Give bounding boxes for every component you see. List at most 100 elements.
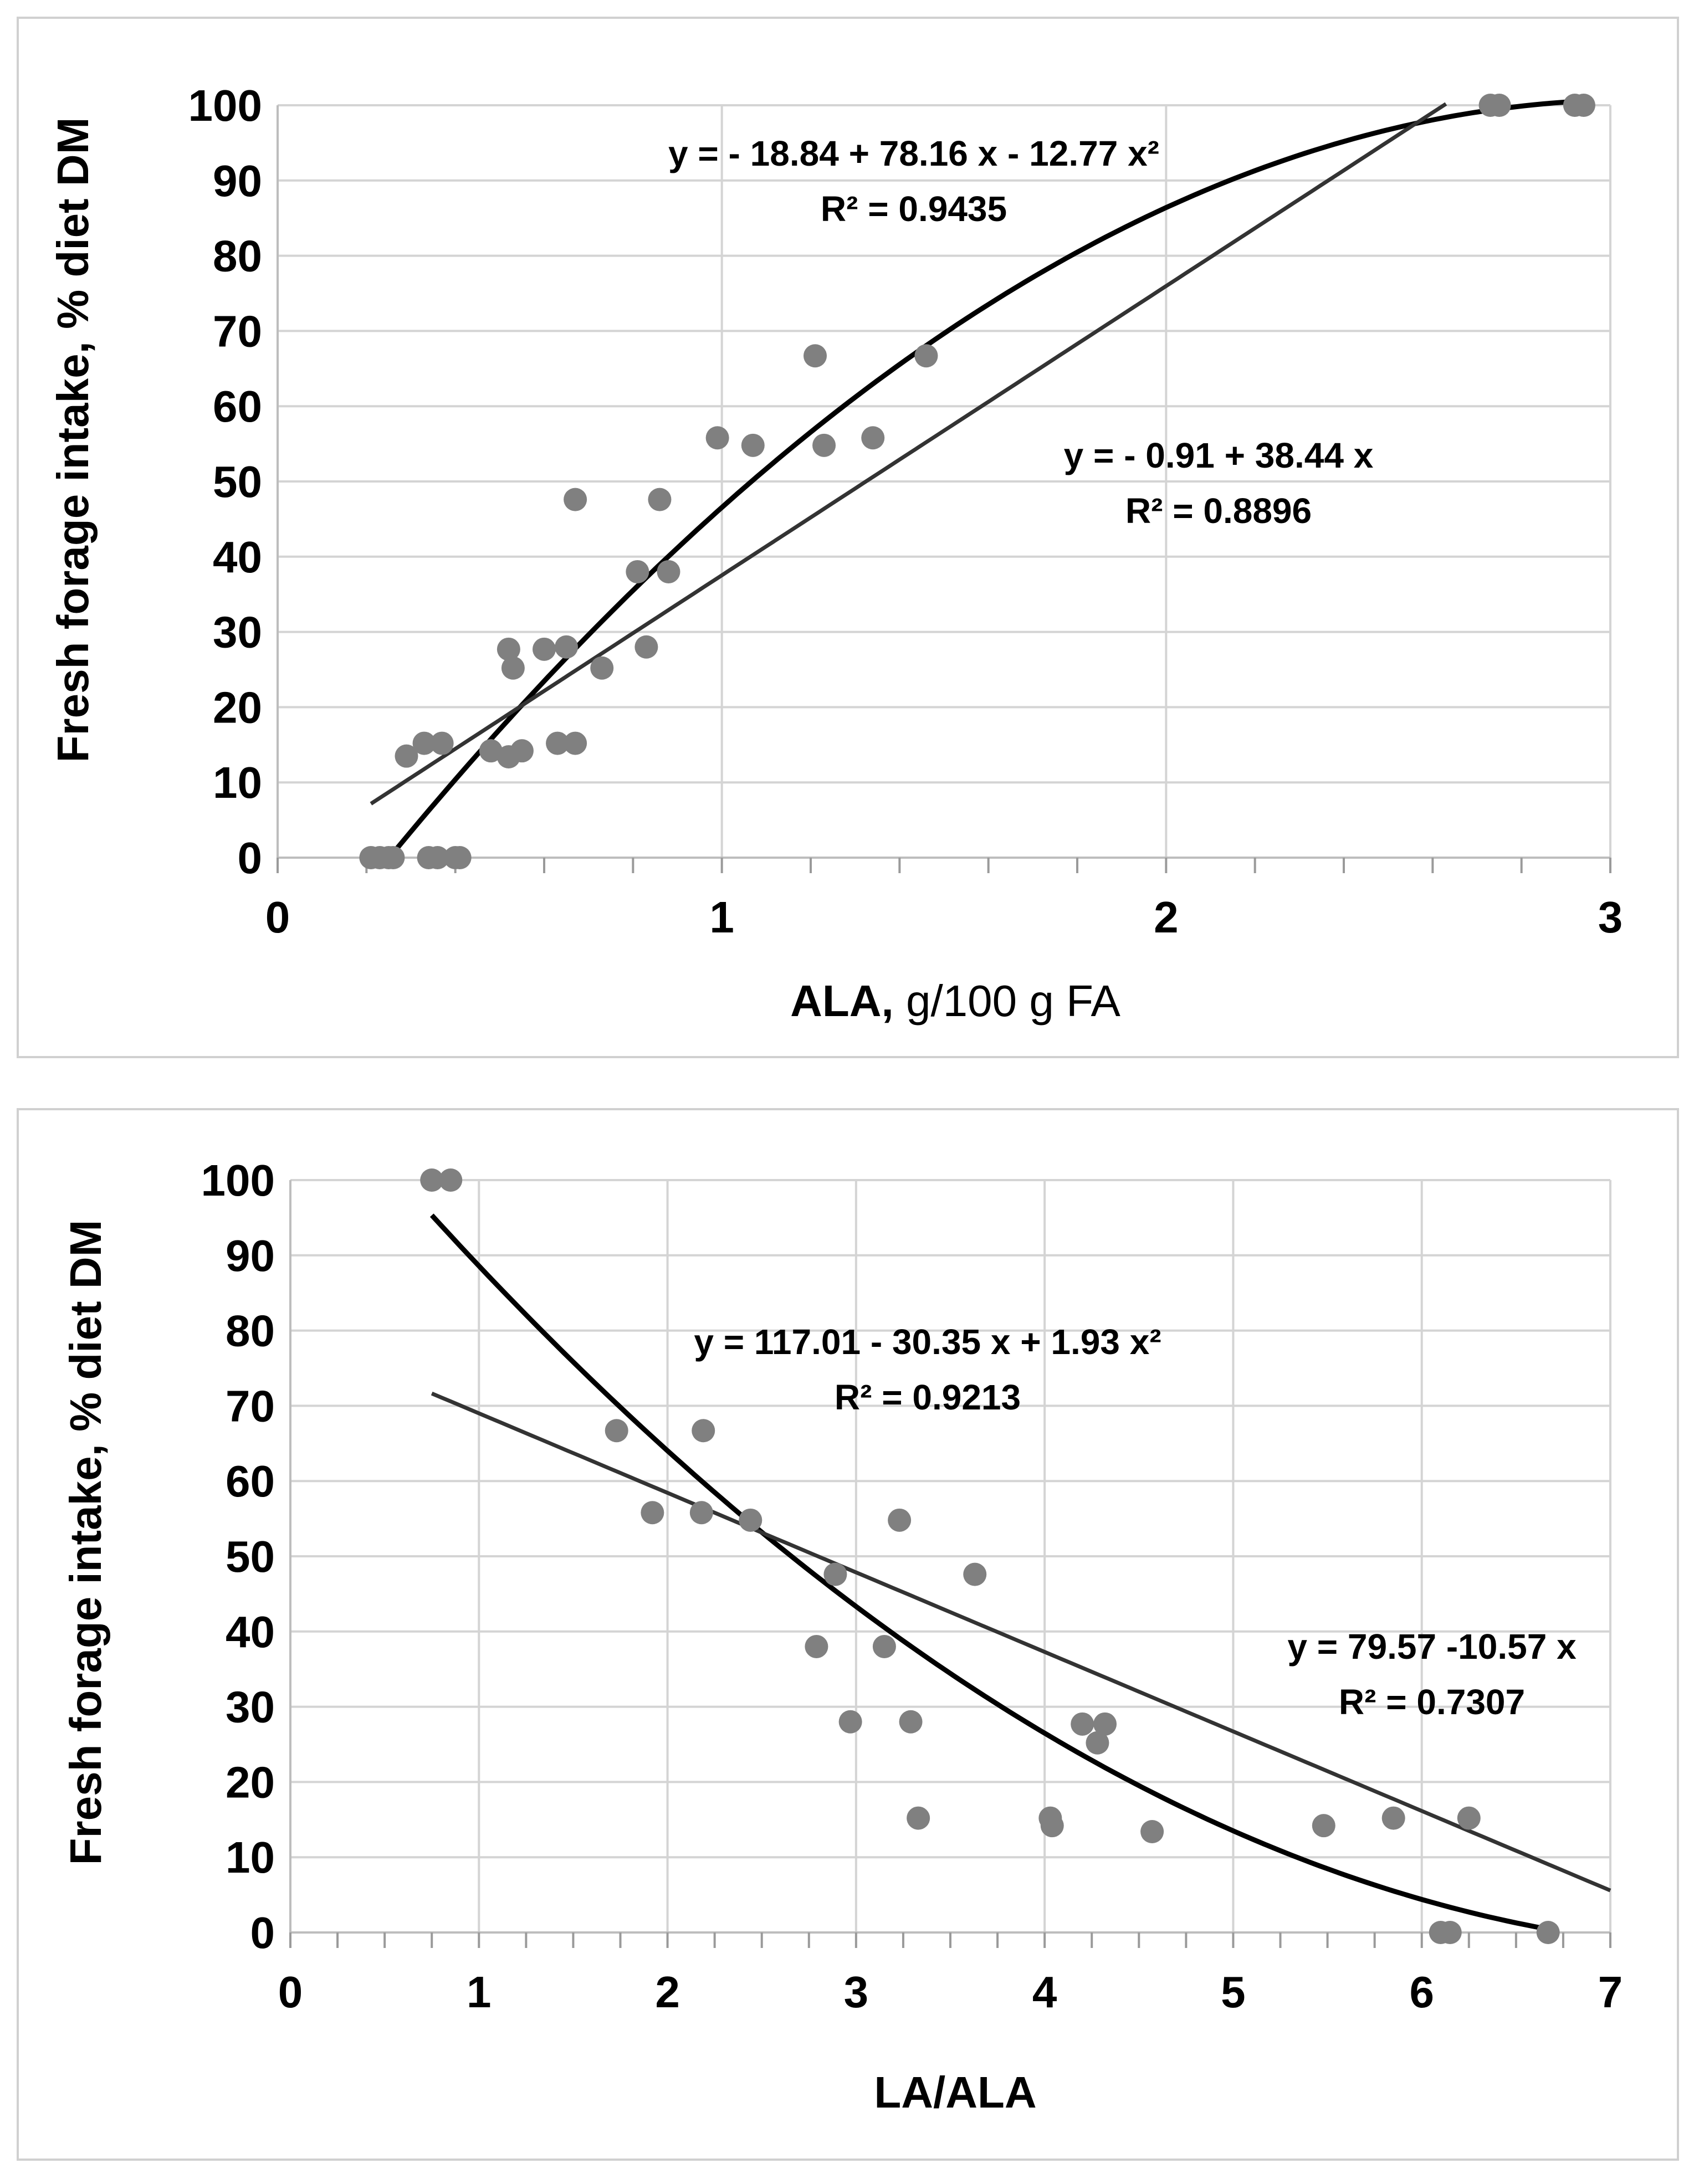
- data-point: [888, 1508, 912, 1532]
- data-point: [605, 1419, 628, 1443]
- data-point: [648, 488, 672, 511]
- data-point: [823, 1562, 847, 1586]
- chart-ala-scatter: 0 10 20 30 40 50 60 70 80 90 100 0 1 2 3 y = - 18.84 +…: [48, 81, 1623, 1026]
- y-tick-label: 100: [188, 81, 262, 130]
- data-point: [1312, 1814, 1335, 1838]
- y-axis-title: Fresh forage intake, % diet DM: [61, 1220, 110, 1865]
- data-point: [497, 637, 520, 661]
- data-point: [510, 739, 534, 763]
- x-axis-title: ALA, g/100 g FA: [790, 976, 1120, 1026]
- grid-lines: [289, 1179, 1611, 1934]
- data-point: [1093, 1712, 1117, 1736]
- x-axis-title-rest: g/100 g FA: [894, 976, 1121, 1026]
- y-tick-label: 90: [213, 156, 262, 206]
- chart-la-ala-scatter: 0 10 20 30 40 50 60 70 80 90 100 0 1 2 3 4 5 6 7 y = 117.0…: [61, 1156, 1623, 2117]
- data-point: [1572, 94, 1595, 117]
- y-tick-label: 40: [213, 532, 262, 582]
- data-point: [1487, 94, 1511, 117]
- equation-quadratic: y = 117.01 - 30.35 x + 1.93 x²: [694, 1322, 1161, 1362]
- chart-panel-ala: 0 10 20 30 40 50 60 70 80 90 100 0 1 2 3 y = - 18.84 +…: [17, 17, 1679, 1058]
- y-tick-label: 10: [226, 1833, 275, 1882]
- x-tick-label: 2: [1154, 893, 1179, 942]
- tick-labels: 0 10 20 30 40 50 60 70 80 90 100 0 1 2 3: [188, 81, 1623, 942]
- y-tick-label: 70: [213, 306, 262, 356]
- data-point: [1040, 1814, 1064, 1838]
- equation-linear: y = - 0.91 + 38.44 x: [1064, 435, 1374, 475]
- x-tick-label: 2: [655, 1967, 680, 2017]
- quadratic-fit-line: [429, 1213, 1554, 1933]
- equation-quadratic: y = - 18.84 + 78.16 x - 12.77 x²: [668, 134, 1159, 173]
- data-point: [564, 731, 587, 755]
- data-point: [1381, 1806, 1405, 1830]
- chart-panel-la-ala: 0 10 20 30 40 50 60 70 80 90 100 0 1 2 3 4 5 6 7 y = 117.0…: [17, 1108, 1679, 2161]
- data-point: [899, 1710, 923, 1734]
- data-point: [1086, 1731, 1109, 1755]
- quadratic-fit-line: [386, 98, 1584, 860]
- data-point: [963, 1562, 987, 1586]
- x-axis-title: LA/ALA: [874, 2068, 1036, 2117]
- y-axis-title: Fresh forage intake, % diet DM: [48, 117, 98, 763]
- y-tick-label: 80: [226, 1306, 275, 1356]
- data-point: [804, 344, 827, 368]
- data-point: [741, 433, 765, 457]
- data-point: [395, 744, 418, 768]
- data-point: [657, 560, 680, 583]
- data-point: [641, 1501, 664, 1525]
- data-point: [546, 731, 570, 755]
- y-tick-label: 70: [226, 1381, 275, 1431]
- y-tick-label: 40: [226, 1607, 275, 1657]
- data-point: [426, 846, 449, 869]
- x-tick-label: 1: [709, 893, 734, 942]
- y-tick-label: 20: [213, 683, 262, 732]
- y-tick-label: 100: [201, 1156, 275, 1205]
- data-point: [692, 1419, 715, 1443]
- data-point: [1536, 1921, 1560, 1944]
- y-tick-label: 20: [226, 1757, 275, 1807]
- y-tick-label: 60: [226, 1457, 275, 1506]
- x-tick-label: 6: [1409, 1967, 1434, 2017]
- data-point: [533, 637, 556, 661]
- x-tick-label: 4: [1032, 1967, 1057, 2017]
- data-point: [872, 1634, 896, 1658]
- data-point: [805, 1634, 828, 1658]
- data-point: [501, 656, 525, 680]
- data-point: [420, 1168, 444, 1192]
- data-point: [739, 1508, 762, 1532]
- linear-fit-line: [431, 1391, 1611, 1893]
- y-tick-label: 80: [213, 232, 262, 281]
- x-tick-label: 5: [1221, 1967, 1246, 2017]
- data-point: [412, 731, 436, 755]
- data-point: [430, 731, 454, 755]
- data-points: [420, 1168, 1560, 1944]
- data-point: [861, 426, 885, 450]
- axes: [289, 1180, 1611, 1948]
- data-point: [907, 1806, 930, 1830]
- x-tick-label: 0: [278, 1967, 303, 2017]
- r2-linear: R² = 0.7307: [1339, 1682, 1525, 1722]
- linear-fit-line: [370, 102, 1447, 806]
- y-tick-label: 90: [226, 1231, 275, 1280]
- data-point: [448, 846, 472, 869]
- r2-quadratic: R² = 0.9213: [835, 1377, 1021, 1417]
- y-tick-label: 30: [213, 608, 262, 657]
- data-point: [479, 739, 503, 763]
- y-tick-label: 60: [213, 382, 262, 431]
- data-point: [914, 344, 938, 368]
- data-point: [1071, 1712, 1094, 1736]
- fit-lines: [429, 1213, 1611, 1933]
- x-tick-label: 0: [265, 893, 290, 942]
- data-point: [1438, 1921, 1462, 1944]
- data-point: [634, 635, 658, 659]
- tick-labels: 0 10 20 30 40 50 60 70 80 90 100 0 1 2 3 4 5 6 7: [201, 1156, 1623, 2017]
- data-point: [564, 488, 587, 511]
- y-tick-label: 50: [226, 1532, 275, 1581]
- x-tick-label: 7: [1598, 1967, 1623, 2017]
- data-point: [1140, 1820, 1164, 1844]
- y-tick-label: 0: [238, 833, 263, 883]
- data-point: [626, 560, 649, 583]
- data-point: [381, 846, 405, 869]
- data-point: [838, 1710, 862, 1734]
- data-point: [590, 656, 614, 680]
- data-point: [439, 1168, 463, 1192]
- r2-quadratic: R² = 0.9435: [821, 189, 1007, 229]
